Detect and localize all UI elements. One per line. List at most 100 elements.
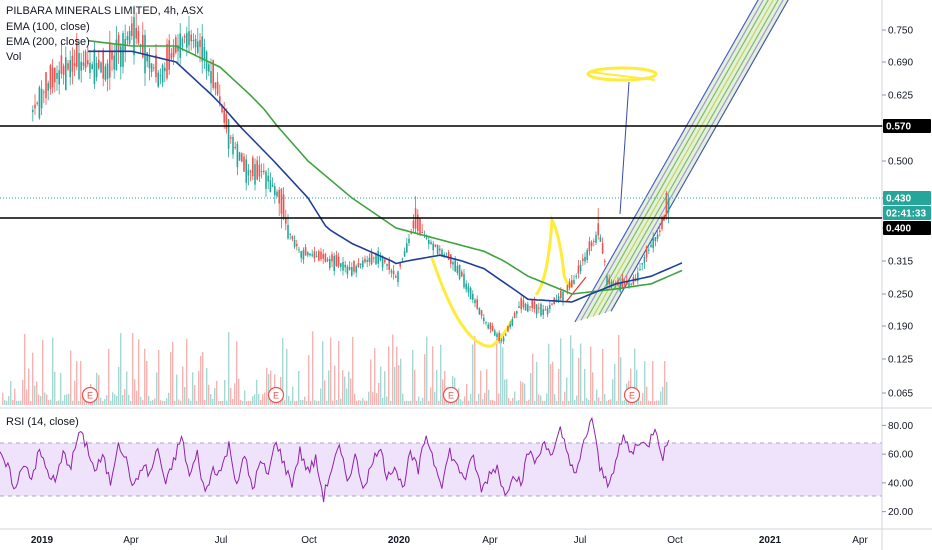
candle-body bbox=[518, 306, 520, 308]
horizontal-levels[interactable] bbox=[0, 125, 882, 219]
time-axis[interactable]: 2019 Apr Jul Oct 2020 Apr Jul Oct 2021 Apr bbox=[31, 535, 869, 546]
earnings-marker[interactable]: E bbox=[81, 386, 99, 404]
ascending-channel[interactable] bbox=[574, 0, 801, 323]
trend-line[interactable] bbox=[565, 276, 587, 303]
rsi-title[interactable]: RSI (14, close) bbox=[6, 416, 79, 428]
candle-body bbox=[40, 88, 43, 109]
volume-bar bbox=[80, 360, 82, 405]
volume-bar bbox=[478, 393, 480, 405]
volume-bar bbox=[42, 339, 44, 405]
chart-title[interactable]: PILBARA MINERALS LIMITED, 4h, ASX bbox=[6, 5, 204, 17]
channel-line[interactable] bbox=[592, 0, 783, 317]
candle-body bbox=[221, 105, 223, 112]
candle-body bbox=[278, 190, 280, 204]
volume-bar bbox=[16, 400, 18, 405]
volume-bar bbox=[392, 334, 394, 405]
time-axis-label: 2021 bbox=[759, 535, 782, 546]
candle-body bbox=[216, 81, 219, 95]
candle-body bbox=[626, 281, 628, 286]
candle-body bbox=[109, 42, 111, 78]
volume-bar bbox=[106, 395, 108, 405]
candle-body bbox=[51, 67, 54, 88]
volume-bar bbox=[596, 389, 598, 405]
volume-bar bbox=[252, 396, 254, 405]
volume-bar bbox=[268, 373, 270, 405]
earnings-marker[interactable]: E bbox=[267, 386, 285, 404]
volume-bar bbox=[422, 397, 424, 405]
candle-body bbox=[199, 40, 201, 48]
cup-left-curve[interactable] bbox=[430, 257, 514, 348]
volume-bar bbox=[630, 368, 632, 405]
volume-bar bbox=[384, 371, 386, 405]
candle-body bbox=[454, 260, 456, 272]
candle-body bbox=[384, 259, 386, 263]
volume-bar bbox=[468, 400, 470, 405]
candle-body bbox=[280, 188, 283, 214]
volume-bar bbox=[666, 381, 668, 405]
channel-line[interactable] bbox=[604, 0, 795, 314]
volume-bar bbox=[536, 361, 538, 405]
candle-body bbox=[599, 237, 602, 242]
volume-bar bbox=[198, 371, 200, 405]
volume-bar bbox=[194, 385, 196, 405]
volume-bar bbox=[570, 335, 572, 405]
earnings-marker[interactable]: E bbox=[442, 386, 460, 404]
candle-body bbox=[234, 147, 236, 149]
volume-bar bbox=[520, 381, 522, 405]
candle-body bbox=[269, 180, 272, 192]
volume-bar bbox=[462, 400, 464, 405]
hand-drawn-annotations[interactable] bbox=[430, 66, 658, 348]
volume-bar bbox=[484, 392, 486, 405]
channel-line[interactable] bbox=[580, 0, 771, 321]
volume-bar bbox=[188, 398, 190, 405]
earnings-marker[interactable]: E bbox=[623, 386, 641, 404]
candle-body bbox=[258, 164, 261, 177]
volume-bar bbox=[222, 400, 224, 405]
volume-bar bbox=[554, 394, 556, 405]
candle-body bbox=[370, 252, 373, 265]
candle-body bbox=[170, 53, 173, 59]
legend-ema200[interactable]: EMA (200, close) bbox=[6, 36, 90, 48]
candle-body bbox=[366, 260, 368, 262]
candle-body bbox=[168, 40, 170, 70]
candle-body bbox=[659, 230, 661, 232]
volume-bar bbox=[284, 400, 286, 405]
candle-body bbox=[362, 260, 364, 267]
legend-volume[interactable]: Vol bbox=[6, 51, 21, 63]
channel-line[interactable] bbox=[574, 0, 765, 323]
candle-body bbox=[458, 264, 461, 279]
candle-body bbox=[643, 256, 646, 264]
volume-bar bbox=[440, 344, 442, 405]
channel-line[interactable] bbox=[586, 0, 777, 319]
price-tag-box bbox=[883, 206, 931, 220]
candle-body bbox=[472, 293, 474, 300]
candle-body bbox=[373, 257, 375, 259]
legend-ema100[interactable]: EMA (100, close) bbox=[6, 21, 90, 33]
volume-bar bbox=[644, 361, 646, 405]
rsi-axis[interactable]: 80.00 60.00 40.00 20.00 bbox=[882, 421, 913, 518]
earnings-marker-circle bbox=[442, 386, 460, 404]
volume-bar bbox=[368, 391, 370, 405]
channel-line[interactable] bbox=[598, 0, 789, 316]
volume-bar bbox=[46, 394, 48, 405]
candle-body bbox=[542, 309, 544, 315]
candle-body bbox=[390, 270, 393, 273]
volume-bar bbox=[498, 393, 500, 405]
target-ellipse[interactable] bbox=[586, 66, 658, 82]
volume-bar bbox=[20, 400, 22, 405]
channel-line[interactable] bbox=[610, 0, 801, 312]
volume-bar bbox=[14, 388, 16, 405]
candle-body bbox=[84, 51, 87, 69]
volume-bar bbox=[124, 389, 126, 405]
candle-body bbox=[342, 262, 344, 271]
volume-bar bbox=[406, 400, 408, 405]
cup-right-curve[interactable] bbox=[534, 214, 573, 296]
target-arrow-line[interactable] bbox=[619, 81, 630, 215]
volume-bar bbox=[614, 363, 616, 405]
candle-body bbox=[87, 60, 89, 65]
candle-body bbox=[324, 254, 327, 262]
volume-bar bbox=[408, 401, 410, 405]
volume-bar bbox=[474, 336, 476, 405]
